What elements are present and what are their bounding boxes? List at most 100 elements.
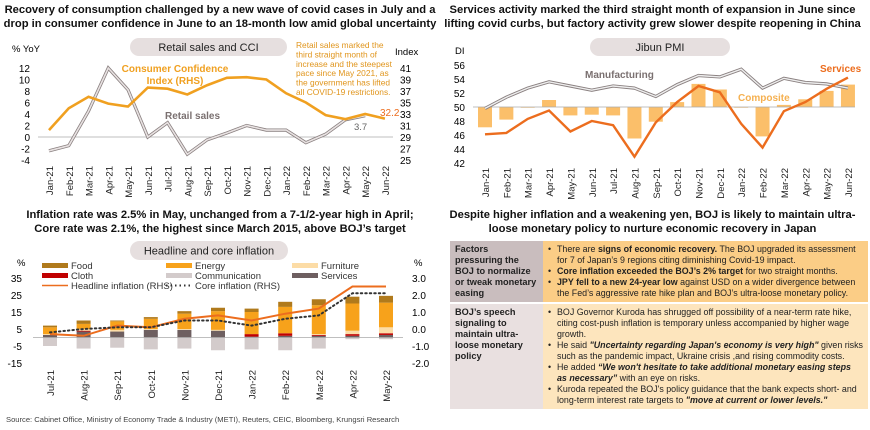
services-bar <box>379 334 393 338</box>
pmi-chart: Jibun PMI DI 42 44 46 48 50 52 54 56 Jan-21 Feb-21 M… <box>454 38 862 200</box>
x-tick-label: Jan-21 <box>481 168 492 197</box>
y-tick-label: 46 <box>454 131 466 142</box>
x-tick-label: Mar-22 <box>322 166 333 196</box>
communication-bar <box>311 337 326 349</box>
y-tick-label: 50 <box>454 103 466 114</box>
x-tick-label: Jan-22 <box>282 166 293 195</box>
x-tick-label: Nov-21 <box>695 168 706 199</box>
furniture-bar <box>379 327 393 334</box>
text-run: Core inflation exceeded the BOJ’s 2% tar… <box>557 266 744 276</box>
communication-bar <box>211 337 225 351</box>
y-tick-label: 0 <box>24 133 30 144</box>
text-run: signs of economic recovery. <box>597 244 718 254</box>
text-run: There are <box>557 244 598 254</box>
y-tick-label: 5 <box>16 325 22 336</box>
x-tick-label: Apr-22 <box>348 370 359 399</box>
y-tick-label: 56 <box>454 61 466 72</box>
text-run: "Uncertainty regarding Japan's economy i… <box>589 340 819 350</box>
annotation-text: pace since May 2021, as <box>296 68 389 78</box>
x-tick-label: May-21 <box>124 166 135 198</box>
food-bar <box>177 311 192 314</box>
energy-bar <box>345 303 360 331</box>
services-bar <box>211 330 225 338</box>
y-tick-label: 44 <box>454 145 466 156</box>
energy-bar <box>43 327 57 335</box>
x-tick-label: Feb-21 <box>65 166 76 196</box>
x-tick-label: Jan-21 <box>45 166 56 195</box>
communication-bar <box>143 337 158 350</box>
y-tick-label: -5 <box>13 342 22 353</box>
communication-bar <box>177 337 192 349</box>
text-run: JPY fell to a new 24-year low <box>557 277 678 287</box>
legend-label: Energy <box>195 261 225 272</box>
row-header: Factors pressuring the BOJ to normalize … <box>450 241 543 304</box>
cloth-bar <box>311 334 326 336</box>
composite-bar <box>670 102 685 107</box>
cloth-bar <box>278 333 293 336</box>
annotation-text: increase and the steepest <box>296 59 393 69</box>
x-tick-label: Oct-21 <box>147 370 158 399</box>
services-bar <box>110 331 125 338</box>
bullet-item: He said "Uncertainty regarding Japan's e… <box>548 340 863 362</box>
y-axis-label: DI <box>455 46 465 57</box>
y2-axis-label: % <box>414 258 423 269</box>
text-run: given risks such as the pandemic impact,… <box>557 340 863 361</box>
food-bar <box>43 325 57 328</box>
cci-last-value: 32.2 <box>380 108 400 119</box>
x-tick-label: Jan-22 <box>737 168 748 197</box>
y2-tick-label: 33 <box>400 110 412 121</box>
x-tick-label: Apr-22 <box>341 166 352 195</box>
text-run: He said <box>557 340 590 350</box>
composite-bar <box>542 100 557 107</box>
x-tick-label: Jun-21 <box>588 168 599 197</box>
services-bar <box>76 331 91 338</box>
services-bar <box>278 335 293 338</box>
boj-policy-table: Factors pressuring the BOJ to normalize … <box>450 241 868 411</box>
bullet-item: JPY fell to a new 24-year low against US… <box>548 277 863 299</box>
furniture-bar <box>311 334 326 335</box>
y-tick-label: 8 <box>24 87 30 98</box>
communication-bar <box>379 337 393 340</box>
y2-tick-label: 1.0 <box>412 308 426 319</box>
y2-tick-label: 0.0 <box>412 325 426 336</box>
communication-bar <box>278 337 293 351</box>
x-tick-label: Jun-22 <box>381 166 392 195</box>
text-run: BOJ Governor Kuroda has shrugged off pos… <box>557 307 852 339</box>
text-run: with an eye on risks. <box>617 373 701 383</box>
y-tick-label: 35 <box>11 274 23 285</box>
x-tick-label: Jun-21 <box>144 166 155 195</box>
composite-bar <box>499 107 514 120</box>
chart-title: Headline and core inflation <box>144 246 274 258</box>
y-tick-label: 6 <box>24 99 30 110</box>
x-tick-label: Mar-22 <box>780 168 791 198</box>
source-note: Source: Cabinet Office, Ministry of Econ… <box>6 415 400 424</box>
y-tick-label: -2 <box>21 145 30 156</box>
text-run: "move at current or lower levels." <box>685 395 828 405</box>
text-run: for two straight months. <box>743 266 838 276</box>
x-tick-label: Mar-21 <box>524 168 535 198</box>
x-tick-label: Sep-21 <box>203 166 214 197</box>
y2-tick-label: 3.0 <box>412 274 426 285</box>
y2-tick-label: 27 <box>400 145 412 156</box>
y-tick-label: 52 <box>454 89 466 100</box>
headline-inflation-line <box>49 285 386 337</box>
y-tick-label: 48 <box>454 117 466 128</box>
communication-bar <box>110 337 125 348</box>
communication-bar <box>43 337 57 346</box>
x-tick-label: Aug-21 <box>80 370 91 401</box>
chart-title: Retail sales and CCI <box>158 42 258 54</box>
services-bar <box>311 335 326 338</box>
chart-title-pill <box>590 38 730 56</box>
manufacturing-label: Manufacturing <box>585 70 654 81</box>
legend-label: Food <box>71 261 93 272</box>
y-tick-label: 2 <box>24 122 30 133</box>
x-tick-label: Mar-21 <box>85 166 96 196</box>
y2-tick-label: 25 <box>400 156 412 167</box>
communication-bar <box>76 337 91 349</box>
legend-swatch <box>166 273 192 278</box>
energy-bar <box>278 306 293 334</box>
furniture-bar <box>211 329 225 331</box>
y2-tick-label: 41 <box>400 64 412 75</box>
y-axis-label: % <box>17 258 26 269</box>
food-bar <box>379 295 393 303</box>
